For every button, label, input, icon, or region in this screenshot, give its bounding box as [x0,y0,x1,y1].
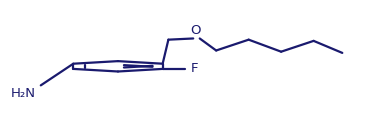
Text: F: F [191,62,198,75]
Text: O: O [190,23,200,37]
Text: H₂N: H₂N [11,87,36,100]
